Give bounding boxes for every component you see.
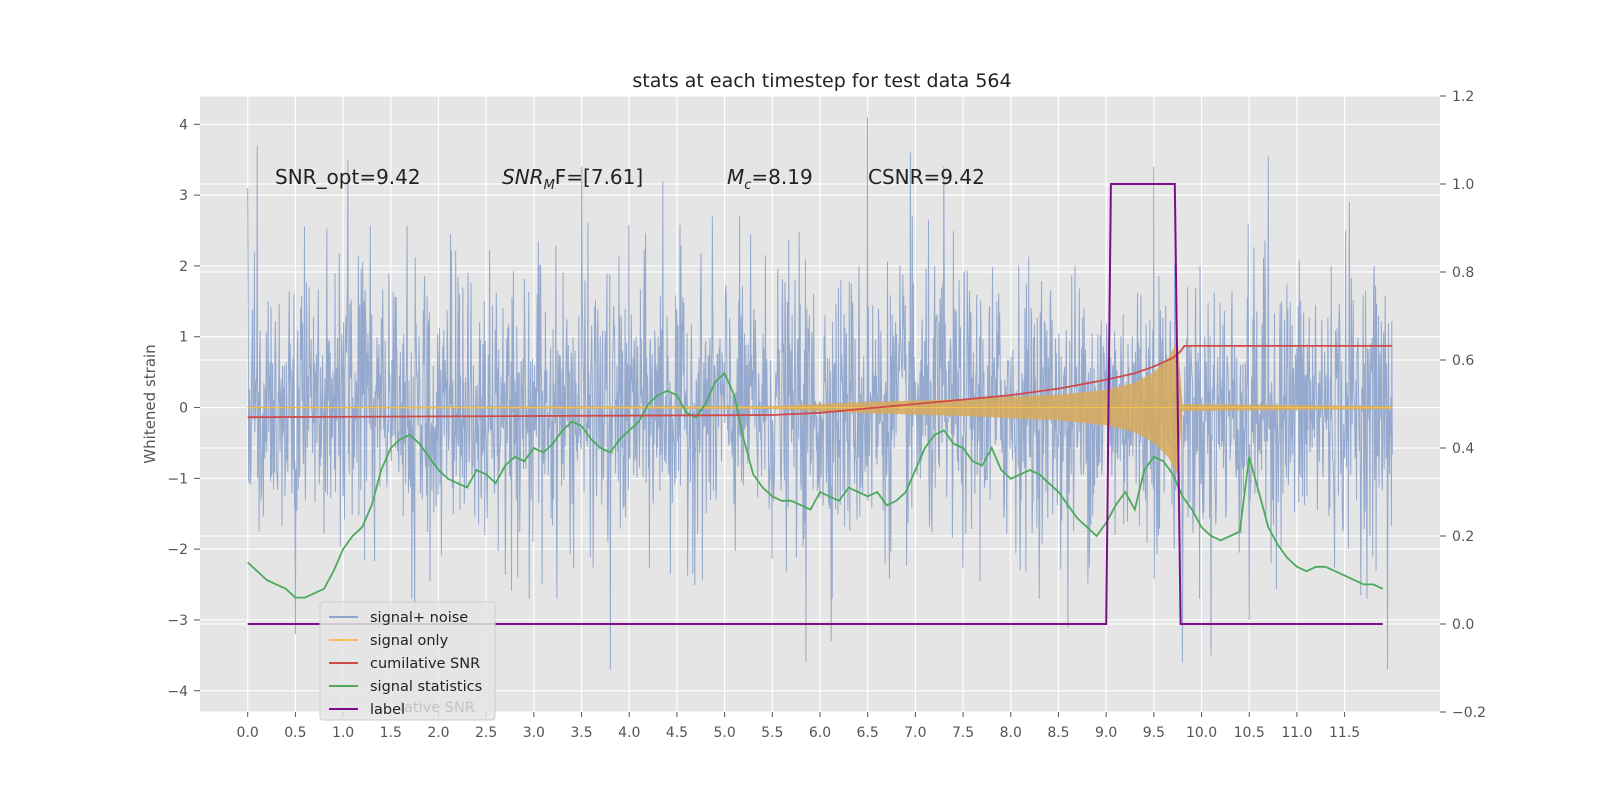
x-tick-label: 2.0 [427,725,449,741]
y-axis-right: 1.2 1.0 0.8 0.6 0.4 0.2 0.0 −0.2 [1440,89,1486,721]
x-tick-label: 8.5 [1047,725,1069,741]
y2-tick-label: 0.8 [1452,265,1474,281]
label-line [247,183,1383,625]
signal-statistics-line [247,371,1384,599]
legend-ghost-text: lative SNR [400,700,475,716]
legend-label-signal-statistics: signal statistics [370,679,482,695]
annotation-snr-mf-rest: F=[7.61] [555,165,643,189]
x-tick-label: 3.5 [570,725,592,741]
x-tick-label: 9.0 [1095,725,1117,741]
x-tick-label: 4.0 [618,725,640,741]
y-tick-label: 3 [179,188,188,204]
y-tick-label: 2 [179,259,188,275]
y2-tick-label: 0.4 [1452,441,1474,457]
annotations: SNR_opt=9.42 SNRMF=[7.61] Mc=8.19 CSNR=9… [275,165,985,193]
x-tick-label: 11.5 [1329,725,1360,741]
x-axis: 0.0 0.5 1.0 1.5 2.0 2.5 3.0 3.5 4.0 4.5 5.0 5.5 6.0 6… [237,712,1360,741]
x-tick-label: 0.5 [284,725,306,741]
y2-tick-label: 0.6 [1452,353,1474,369]
x-tick-label: 10.5 [1234,725,1265,741]
y-tick-label: −3 [167,613,188,629]
signal-noise-line [247,117,1393,670]
annotation-mc-rest: =8.19 [751,165,812,189]
y-tick-label: −4 [167,684,188,700]
annotation-snr-mf-sub: M [544,178,555,193]
x-tick-label: 10.0 [1186,725,1217,741]
x-tick-label: 1.5 [380,725,402,741]
x-tick-label: 1.0 [332,725,354,741]
x-tick-label: 6.5 [857,725,879,741]
annotation-mc-sub: c [744,178,751,193]
y2-tick-label: 1.0 [1452,177,1474,193]
x-tick-label: 6.0 [809,725,831,741]
y-tick-label: 1 [179,330,188,346]
legend-label-label: label [370,702,405,718]
annotation-snr-opt: SNR_opt=9.42 [275,165,421,189]
legend: lative SNR signal+ noise signal only cum… [319,601,496,721]
y-tick-label: −2 [167,542,188,558]
x-tick-label: 5.0 [713,725,735,741]
legend-label-cumulative-snr: cumilative SNR [370,656,480,672]
y-tick-label: 4 [179,117,188,133]
annotation-mc-main: M [727,165,744,189]
y-tick-label: −1 [167,471,188,487]
grid [200,95,1440,713]
y2-tick-label: 1.2 [1452,89,1474,105]
x-tick-label: 3.0 [523,725,545,741]
legend-box [319,601,496,721]
y-axis-left: 4 3 2 1 0 −1 −2 −3 −4 [167,117,200,700]
x-tick-label: 7.5 [952,725,974,741]
annotation-csnr: CSNR=9.42 [868,165,985,189]
y2-tick-label: −0.2 [1452,705,1486,721]
x-tick-label: 2.5 [475,725,497,741]
signal-only-series [247,340,1393,475]
y-tick-label: 0 [179,401,188,417]
y2-tick-label: 0.0 [1452,617,1474,633]
legend-label-signal-only: signal only [370,633,449,649]
x-tick-label: 11.0 [1281,725,1312,741]
chart-title: stats at each timestep for test data 564 [632,70,1011,92]
x-tick-label: 9.5 [1143,725,1165,741]
y-axis-label: Whitened strain [141,344,159,463]
y2-tick-label: 0.2 [1452,529,1474,545]
x-tick-label: 0.0 [237,725,259,741]
signal-noise-series [247,117,1393,670]
line-series [247,183,1393,625]
annotation-mc: Mc=8.19 [727,165,813,193]
x-tick-label: 7.0 [904,725,926,741]
x-tick-label: 8.0 [1000,725,1022,741]
annotation-snr-mf: SNRMF=[7.61] [502,165,643,193]
x-tick-label: 4.5 [666,725,688,741]
annotation-snr-mf-main: SNR [502,165,544,189]
x-tick-label: 5.5 [761,725,783,741]
legend-label-signal-noise: signal+ noise [370,610,468,626]
